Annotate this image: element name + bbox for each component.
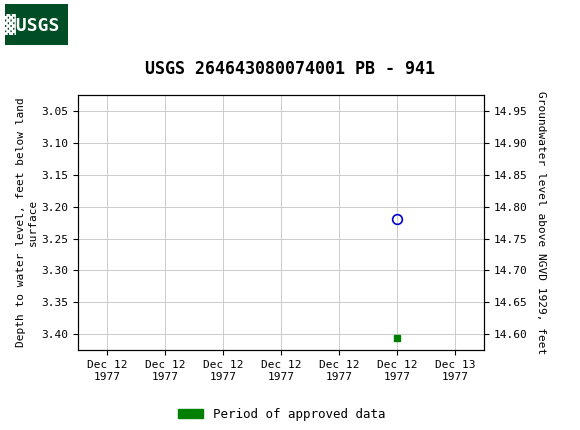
Y-axis label: Groundwater level above NGVD 1929, feet: Groundwater level above NGVD 1929, feet [536,91,546,354]
Y-axis label: Depth to water level, feet below land
surface: Depth to water level, feet below land su… [16,98,38,347]
Text: USGS 264643080074001 PB - 941: USGS 264643080074001 PB - 941 [145,60,435,78]
Text: ▓USGS: ▓USGS [5,14,59,35]
FancyBboxPatch shape [5,4,68,46]
Legend: Period of approved data: Period of approved data [172,403,390,426]
